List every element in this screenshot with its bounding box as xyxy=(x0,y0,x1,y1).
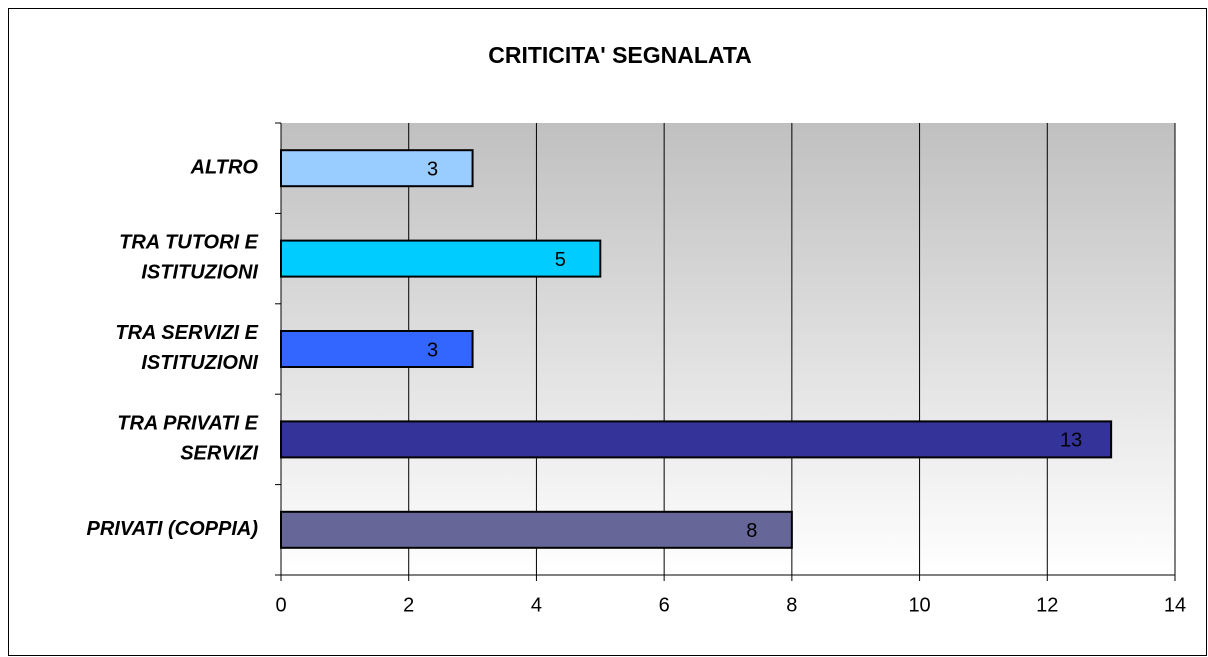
x-tick-label: 4 xyxy=(531,594,542,616)
value-label: 5 xyxy=(555,249,566,271)
value-label: 13 xyxy=(1060,430,1082,452)
bar xyxy=(280,239,602,278)
x-tick-label: 8 xyxy=(786,594,797,616)
x-tick-label: 0 xyxy=(275,594,286,616)
y-tick-label: ALTRO xyxy=(190,156,259,178)
value-label: 8 xyxy=(746,520,757,542)
x-tick-label: 6 xyxy=(659,594,670,616)
x-tick-label: 2 xyxy=(403,594,414,616)
bar xyxy=(280,510,793,549)
x-tick-label: 10 xyxy=(908,594,930,616)
bar xyxy=(280,330,474,368)
chart-title: CRITICITA' SEGNALATA xyxy=(488,42,752,68)
y-tick-label: TRA PRIVATI E SERVIZI xyxy=(117,413,258,465)
value-label: 3 xyxy=(427,339,438,361)
value-label: 3 xyxy=(427,158,438,180)
x-tick-label: 12 xyxy=(1036,594,1058,616)
bar xyxy=(280,149,474,188)
y-tick-label: TRA TUTORI E ISTITUZIONI xyxy=(119,232,259,284)
bar xyxy=(280,420,1113,459)
x-tick-label: 14 xyxy=(1164,594,1186,616)
y-tick-label: TRA SERVIZI E ISTITUZIONI xyxy=(115,322,258,374)
y-tick-label: PRIVATI (COPPIA) xyxy=(87,518,259,540)
